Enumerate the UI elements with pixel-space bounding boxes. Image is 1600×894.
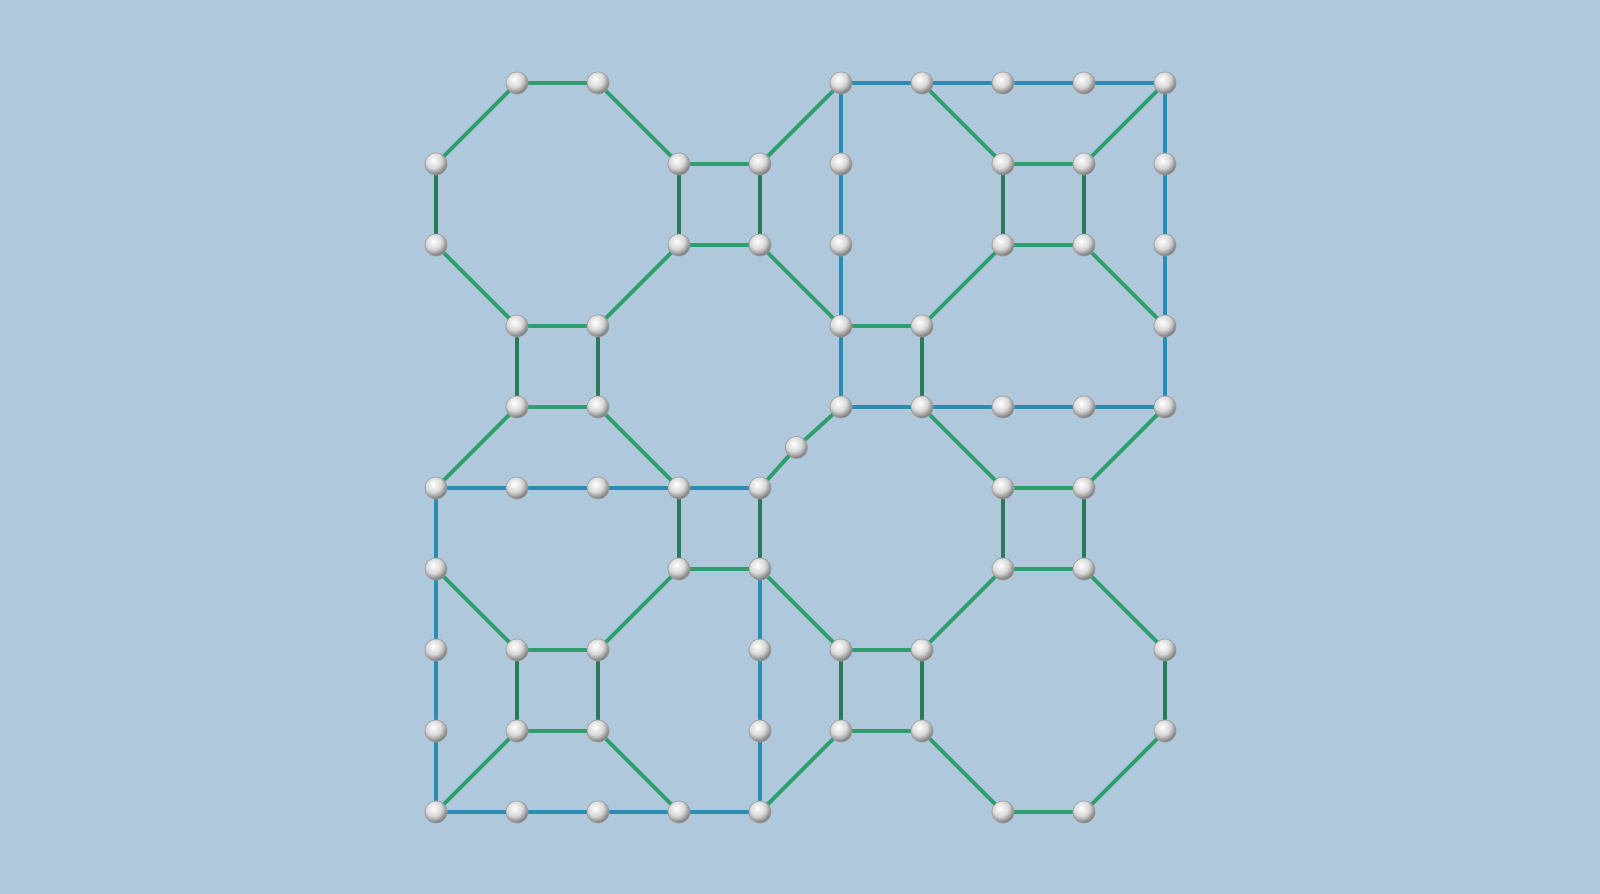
node-sphere-icon bbox=[425, 153, 447, 175]
node-sphere-icon bbox=[506, 396, 528, 418]
green-edge bbox=[760, 731, 841, 812]
green-edge bbox=[436, 731, 517, 812]
node-sphere-icon bbox=[425, 477, 447, 499]
green-edge bbox=[922, 83, 1003, 164]
node-sphere-icon bbox=[830, 396, 852, 418]
node-sphere-icon bbox=[587, 72, 609, 94]
green-edge bbox=[598, 569, 679, 650]
node-sphere-icon bbox=[425, 558, 447, 580]
green-edge bbox=[1084, 83, 1165, 164]
green-edge bbox=[760, 245, 841, 326]
node-sphere-icon bbox=[992, 558, 1014, 580]
node-sphere-icon bbox=[830, 315, 852, 337]
node-sphere-icon bbox=[992, 153, 1014, 175]
node-sphere-icon bbox=[1154, 639, 1176, 661]
node-sphere-icon bbox=[1154, 153, 1176, 175]
node-sphere-icon bbox=[992, 477, 1014, 499]
node-sphere-icon bbox=[1154, 315, 1176, 337]
green-edge bbox=[436, 83, 517, 164]
node-sphere-icon bbox=[749, 801, 771, 823]
node-sphere-icon bbox=[668, 801, 690, 823]
node-sphere-icon bbox=[1073, 153, 1095, 175]
green-edge bbox=[922, 569, 1003, 650]
green-edge bbox=[436, 245, 517, 326]
node-sphere-icon bbox=[506, 801, 528, 823]
node-sphere-icon bbox=[506, 315, 528, 337]
node-sphere-icon bbox=[1154, 72, 1176, 94]
node-sphere-icon bbox=[425, 720, 447, 742]
node-sphere-icon bbox=[587, 639, 609, 661]
node-sphere-icon bbox=[830, 720, 852, 742]
node-sphere-icon bbox=[911, 720, 933, 742]
green-edge bbox=[436, 569, 517, 650]
green-edge bbox=[1084, 731, 1165, 812]
node-sphere-icon bbox=[506, 639, 528, 661]
green-edge bbox=[598, 245, 679, 326]
green-edge bbox=[922, 245, 1003, 326]
node-sphere-icon bbox=[668, 153, 690, 175]
green-edge bbox=[598, 407, 679, 488]
node-sphere-icon bbox=[785, 437, 807, 459]
green-edge bbox=[1084, 407, 1165, 488]
green-edge bbox=[922, 731, 1003, 812]
node-sphere-icon bbox=[1154, 396, 1176, 418]
node-sphere-icon bbox=[668, 477, 690, 499]
node-sphere-icon bbox=[1073, 801, 1095, 823]
node-sphere-icon bbox=[830, 234, 852, 256]
node-sphere-icon bbox=[992, 801, 1014, 823]
node-sphere-icon bbox=[587, 315, 609, 337]
node-sphere-icon bbox=[749, 234, 771, 256]
node-sphere-icon bbox=[1154, 234, 1176, 256]
node-sphere-icon bbox=[911, 72, 933, 94]
node-sphere-icon bbox=[1073, 558, 1095, 580]
node-sphere-icon bbox=[1073, 477, 1095, 499]
green-edge bbox=[598, 83, 679, 164]
node-sphere-icon bbox=[830, 153, 852, 175]
node-sphere-icon bbox=[911, 396, 933, 418]
node-sphere-icon bbox=[830, 72, 852, 94]
node-sphere-icon bbox=[506, 477, 528, 499]
node-sphere-icon bbox=[911, 315, 933, 337]
node-sphere-icon bbox=[1073, 234, 1095, 256]
node-sphere-icon bbox=[668, 234, 690, 256]
node-sphere-icon bbox=[425, 801, 447, 823]
node-sphere-icon bbox=[749, 477, 771, 499]
green-edge bbox=[598, 731, 679, 812]
node-sphere-icon bbox=[1154, 720, 1176, 742]
node-sphere-icon bbox=[506, 720, 528, 742]
green-edge bbox=[1084, 569, 1165, 650]
node-sphere-icon bbox=[587, 801, 609, 823]
node-sphere-icon bbox=[1073, 396, 1095, 418]
node-sphere-icon bbox=[587, 477, 609, 499]
node-sphere-icon bbox=[1073, 72, 1095, 94]
node-sphere-icon bbox=[911, 639, 933, 661]
green-edge bbox=[760, 83, 841, 164]
green-edge bbox=[436, 407, 517, 488]
nodes-layer bbox=[425, 72, 1176, 823]
node-sphere-icon bbox=[749, 720, 771, 742]
node-sphere-icon bbox=[749, 639, 771, 661]
node-sphere-icon bbox=[587, 396, 609, 418]
node-sphere-icon bbox=[587, 720, 609, 742]
node-sphere-icon bbox=[425, 639, 447, 661]
node-sphere-icon bbox=[668, 558, 690, 580]
node-sphere-icon bbox=[749, 558, 771, 580]
node-sphere-icon bbox=[830, 639, 852, 661]
node-sphere-icon bbox=[992, 396, 1014, 418]
node-sphere-icon bbox=[749, 153, 771, 175]
node-sphere-icon bbox=[992, 234, 1014, 256]
green-edge bbox=[922, 407, 1003, 488]
green-edge bbox=[1084, 245, 1165, 326]
node-sphere-icon bbox=[992, 72, 1014, 94]
node-sphere-icon bbox=[506, 72, 528, 94]
node-sphere-icon bbox=[425, 234, 447, 256]
green-edge bbox=[760, 569, 841, 650]
